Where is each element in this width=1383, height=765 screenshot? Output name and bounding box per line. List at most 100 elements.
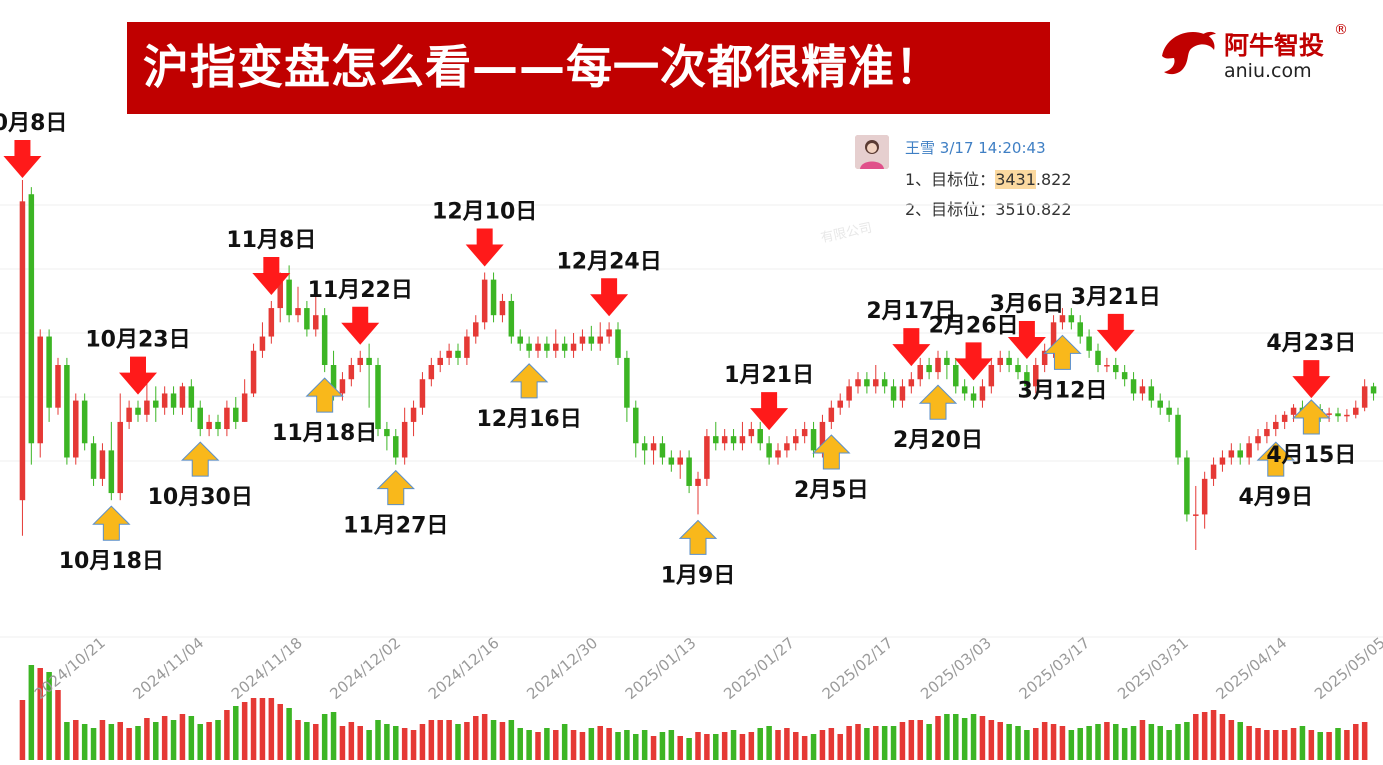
candle-body — [37, 336, 43, 444]
date-tick-label: 2024/12/02 — [326, 634, 404, 703]
candle-body — [268, 308, 275, 337]
candle-body — [295, 308, 301, 316]
volume-bar — [197, 724, 203, 760]
candle-body — [890, 386, 897, 401]
candle-body — [321, 315, 328, 365]
volume-bar — [55, 690, 61, 760]
volume-bar — [881, 726, 888, 760]
volume-bar — [606, 728, 612, 760]
candle-body — [784, 443, 790, 451]
candle-body — [668, 457, 675, 465]
buy-point-label: 11月27日 — [343, 514, 448, 539]
volume-bar — [624, 730, 630, 760]
volume-bar — [713, 734, 719, 760]
volume-bar — [828, 728, 835, 760]
volume-bar — [126, 728, 132, 760]
volume-bar — [206, 722, 212, 760]
sell-point-label: 3月21日 — [1071, 285, 1161, 310]
candle-body — [1041, 350, 1048, 365]
date-tick-label: 2025/03/03 — [917, 634, 995, 703]
candle-body — [384, 429, 390, 437]
volume-bar — [1344, 730, 1350, 760]
candle-body — [304, 308, 310, 330]
volume-bar — [1166, 730, 1172, 760]
volume-bar — [633, 734, 639, 760]
candle-body — [481, 279, 488, 323]
volume-bar — [1299, 726, 1306, 760]
sell-point-label: 3月6日 — [990, 292, 1065, 317]
candle-body — [108, 450, 115, 494]
down-arrow-icon — [590, 278, 629, 317]
candle-body — [730, 436, 737, 444]
volume-bar — [384, 724, 390, 760]
candle-body — [597, 336, 603, 344]
buy-point-label: 3月12日 — [1017, 378, 1107, 403]
candle-body — [1077, 322, 1083, 337]
volume-bar — [375, 720, 381, 760]
candle-body — [179, 386, 186, 408]
volume-bar — [890, 726, 897, 760]
volume-bar — [686, 738, 692, 760]
candle-body — [410, 407, 417, 422]
volume-bar — [1086, 726, 1092, 760]
volume-bar — [970, 714, 977, 760]
candle-body — [553, 343, 559, 351]
volume-bar — [1050, 724, 1057, 760]
volume-bar — [730, 730, 737, 760]
volume-bar — [810, 734, 817, 760]
candle-body — [81, 400, 88, 444]
candle-body — [1059, 315, 1066, 323]
buy-point-label: 4月9日 — [1238, 485, 1313, 510]
brand-logo: 阿牛智投 ® aniu.com — [1160, 22, 1350, 88]
avatar — [855, 135, 889, 169]
candle-body — [864, 379, 870, 387]
candle-body — [633, 407, 639, 444]
date-tick-label: 2025/03/31 — [1114, 634, 1192, 703]
volume-bar — [37, 668, 43, 760]
candle-body — [1184, 457, 1190, 515]
candle-body — [713, 436, 719, 444]
volume-bar — [153, 722, 159, 760]
down-arrow-icon — [1007, 321, 1046, 359]
down-arrow-icon — [750, 392, 789, 431]
up-arrow-icon — [1292, 399, 1331, 435]
date-tick-label: 2024/12/16 — [425, 634, 503, 703]
candle-body — [428, 365, 435, 380]
volume-bar — [117, 722, 123, 760]
date-tick-label: 2025/02/17 — [819, 634, 897, 703]
volume-bar — [553, 730, 559, 760]
candle-body — [828, 407, 835, 422]
volume-bar — [241, 702, 248, 760]
volume-bar — [944, 714, 950, 760]
candle-body — [704, 436, 710, 479]
buy-point-label: 4月15日 — [1266, 443, 1356, 468]
volume-bar — [1113, 724, 1119, 760]
volume-bar — [366, 730, 372, 760]
candle-body — [1095, 350, 1101, 365]
volume-bar — [1281, 730, 1288, 760]
candle-body — [775, 450, 781, 458]
volume-bar — [837, 734, 843, 760]
candle-body — [544, 343, 550, 351]
candle-body — [1344, 414, 1350, 417]
volume-bar — [1121, 728, 1128, 760]
up-arrow-icon — [305, 377, 344, 413]
candle-body — [464, 336, 470, 358]
candle-body — [810, 429, 817, 451]
candle-body — [1281, 414, 1288, 422]
candle-body — [161, 393, 168, 408]
candle-body — [535, 343, 541, 351]
volume-bar — [179, 714, 186, 760]
volume-bar — [1184, 722, 1190, 760]
down-arrow-icon — [252, 256, 291, 295]
volume-bar — [481, 714, 488, 760]
candle-body — [1139, 386, 1146, 394]
candle-body — [748, 429, 755, 437]
candle-body — [348, 365, 355, 380]
volume-bar — [339, 726, 346, 760]
volume-bar — [455, 724, 461, 760]
candle-body — [1201, 478, 1208, 515]
candle-body — [153, 400, 159, 408]
buy-point-label: 11月18日 — [272, 421, 377, 446]
candle-body — [819, 421, 826, 451]
